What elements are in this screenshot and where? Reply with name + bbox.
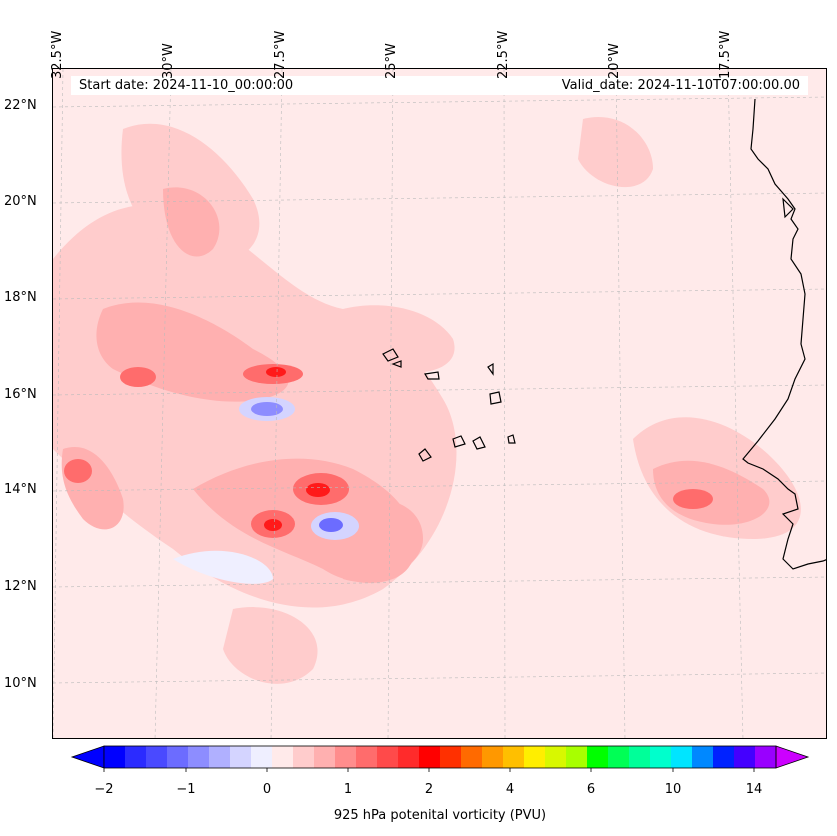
colorbar-segment	[188, 746, 210, 768]
colorbar-segment	[104, 746, 126, 768]
colorbar-segment	[587, 746, 609, 768]
colorbar-segment	[440, 746, 462, 768]
colorbar-under-arrow	[70, 745, 105, 769]
colorbar-tick-label: 10	[664, 782, 682, 797]
pv-contour-negative	[173, 397, 359, 584]
lon-label-17-5w: 17.5°W	[718, 30, 733, 79]
lat-label-16n: 16°N	[4, 387, 37, 402]
date-info-bar	[71, 76, 808, 95]
colorbar-segment	[461, 746, 483, 768]
colorbar-segment	[566, 746, 588, 768]
map-panel	[52, 68, 827, 739]
colorbar-segment	[734, 746, 756, 768]
lon-label-27-5w: 27.5°W	[273, 30, 288, 79]
colorbar-segment	[230, 746, 252, 768]
colorbar-segment	[692, 746, 714, 768]
colorbar-segment	[629, 746, 651, 768]
colorbar-tick-label: 6	[586, 782, 596, 797]
lon-label-22-5w: 22.5°W	[496, 30, 511, 79]
colorbar-segment	[650, 746, 672, 768]
lat-label-18n: 18°N	[4, 290, 37, 305]
colorbar-tick-label: −2	[94, 782, 114, 797]
graticule	[53, 69, 826, 738]
lat-label-10n: 10°N	[4, 676, 37, 691]
colorbar-segment	[524, 746, 546, 768]
lat-label-12n: 12°N	[4, 579, 37, 594]
colorbar-segment	[713, 746, 735, 768]
colorbar-segment	[125, 746, 147, 768]
pv-contour-max	[264, 367, 330, 531]
colorbar-segment	[482, 746, 504, 768]
lon-label-20w: 20°W	[607, 43, 622, 79]
colorbar-tick-label: 14	[745, 782, 763, 797]
colorbar-segment	[251, 746, 273, 768]
colorbar-border	[103, 745, 777, 769]
lat-label-14n: 14°N	[4, 482, 37, 497]
colorbar-segment	[671, 746, 693, 768]
lat-label-22n: 22°N	[4, 98, 37, 113]
colorbar-segment	[545, 746, 567, 768]
colorbar-segment	[167, 746, 189, 768]
lat-label-20n: 20°N	[4, 194, 37, 209]
lon-label-30w: 30°W	[161, 43, 176, 79]
colorbar-tick-label: −1	[176, 782, 196, 797]
coastline	[382, 98, 826, 570]
colorbar-tick-label: 4	[505, 782, 515, 797]
lon-label-25w: 25°W	[384, 43, 399, 79]
start-date-label: Start date: 2024-11-10_00:00:00	[79, 78, 294, 93]
valid-date-label: Valid_date: 2024-11-10T07:00:00.00	[561, 78, 800, 93]
colorbar-segment	[755, 746, 777, 768]
colorbar-segment	[356, 746, 378, 768]
colorbar-segment	[419, 746, 441, 768]
colorbar-segment	[314, 746, 336, 768]
colorbar-segment	[377, 746, 399, 768]
colorbar-segment	[272, 746, 294, 768]
colorbar-segment	[335, 746, 357, 768]
colorbar-segment	[209, 746, 231, 768]
lon-label-32-5w: 32.5°W	[50, 30, 65, 79]
pv-map	[53, 69, 826, 738]
colorbar-segment	[503, 746, 525, 768]
colorbar-tick-label: 0	[262, 782, 272, 797]
colorbar-over-arrow	[775, 745, 810, 769]
colorbar	[70, 745, 810, 772]
colorbar-title: 925 hPa potenital vorticity (PVU)	[333, 808, 547, 823]
colorbar-tick-label: 2	[424, 782, 434, 797]
colorbar-segment	[146, 746, 168, 768]
colorbar-segment	[293, 746, 315, 768]
colorbar-segment	[398, 746, 420, 768]
colorbar-segment	[608, 746, 630, 768]
colorbar-tick-label: 1	[343, 782, 353, 797]
